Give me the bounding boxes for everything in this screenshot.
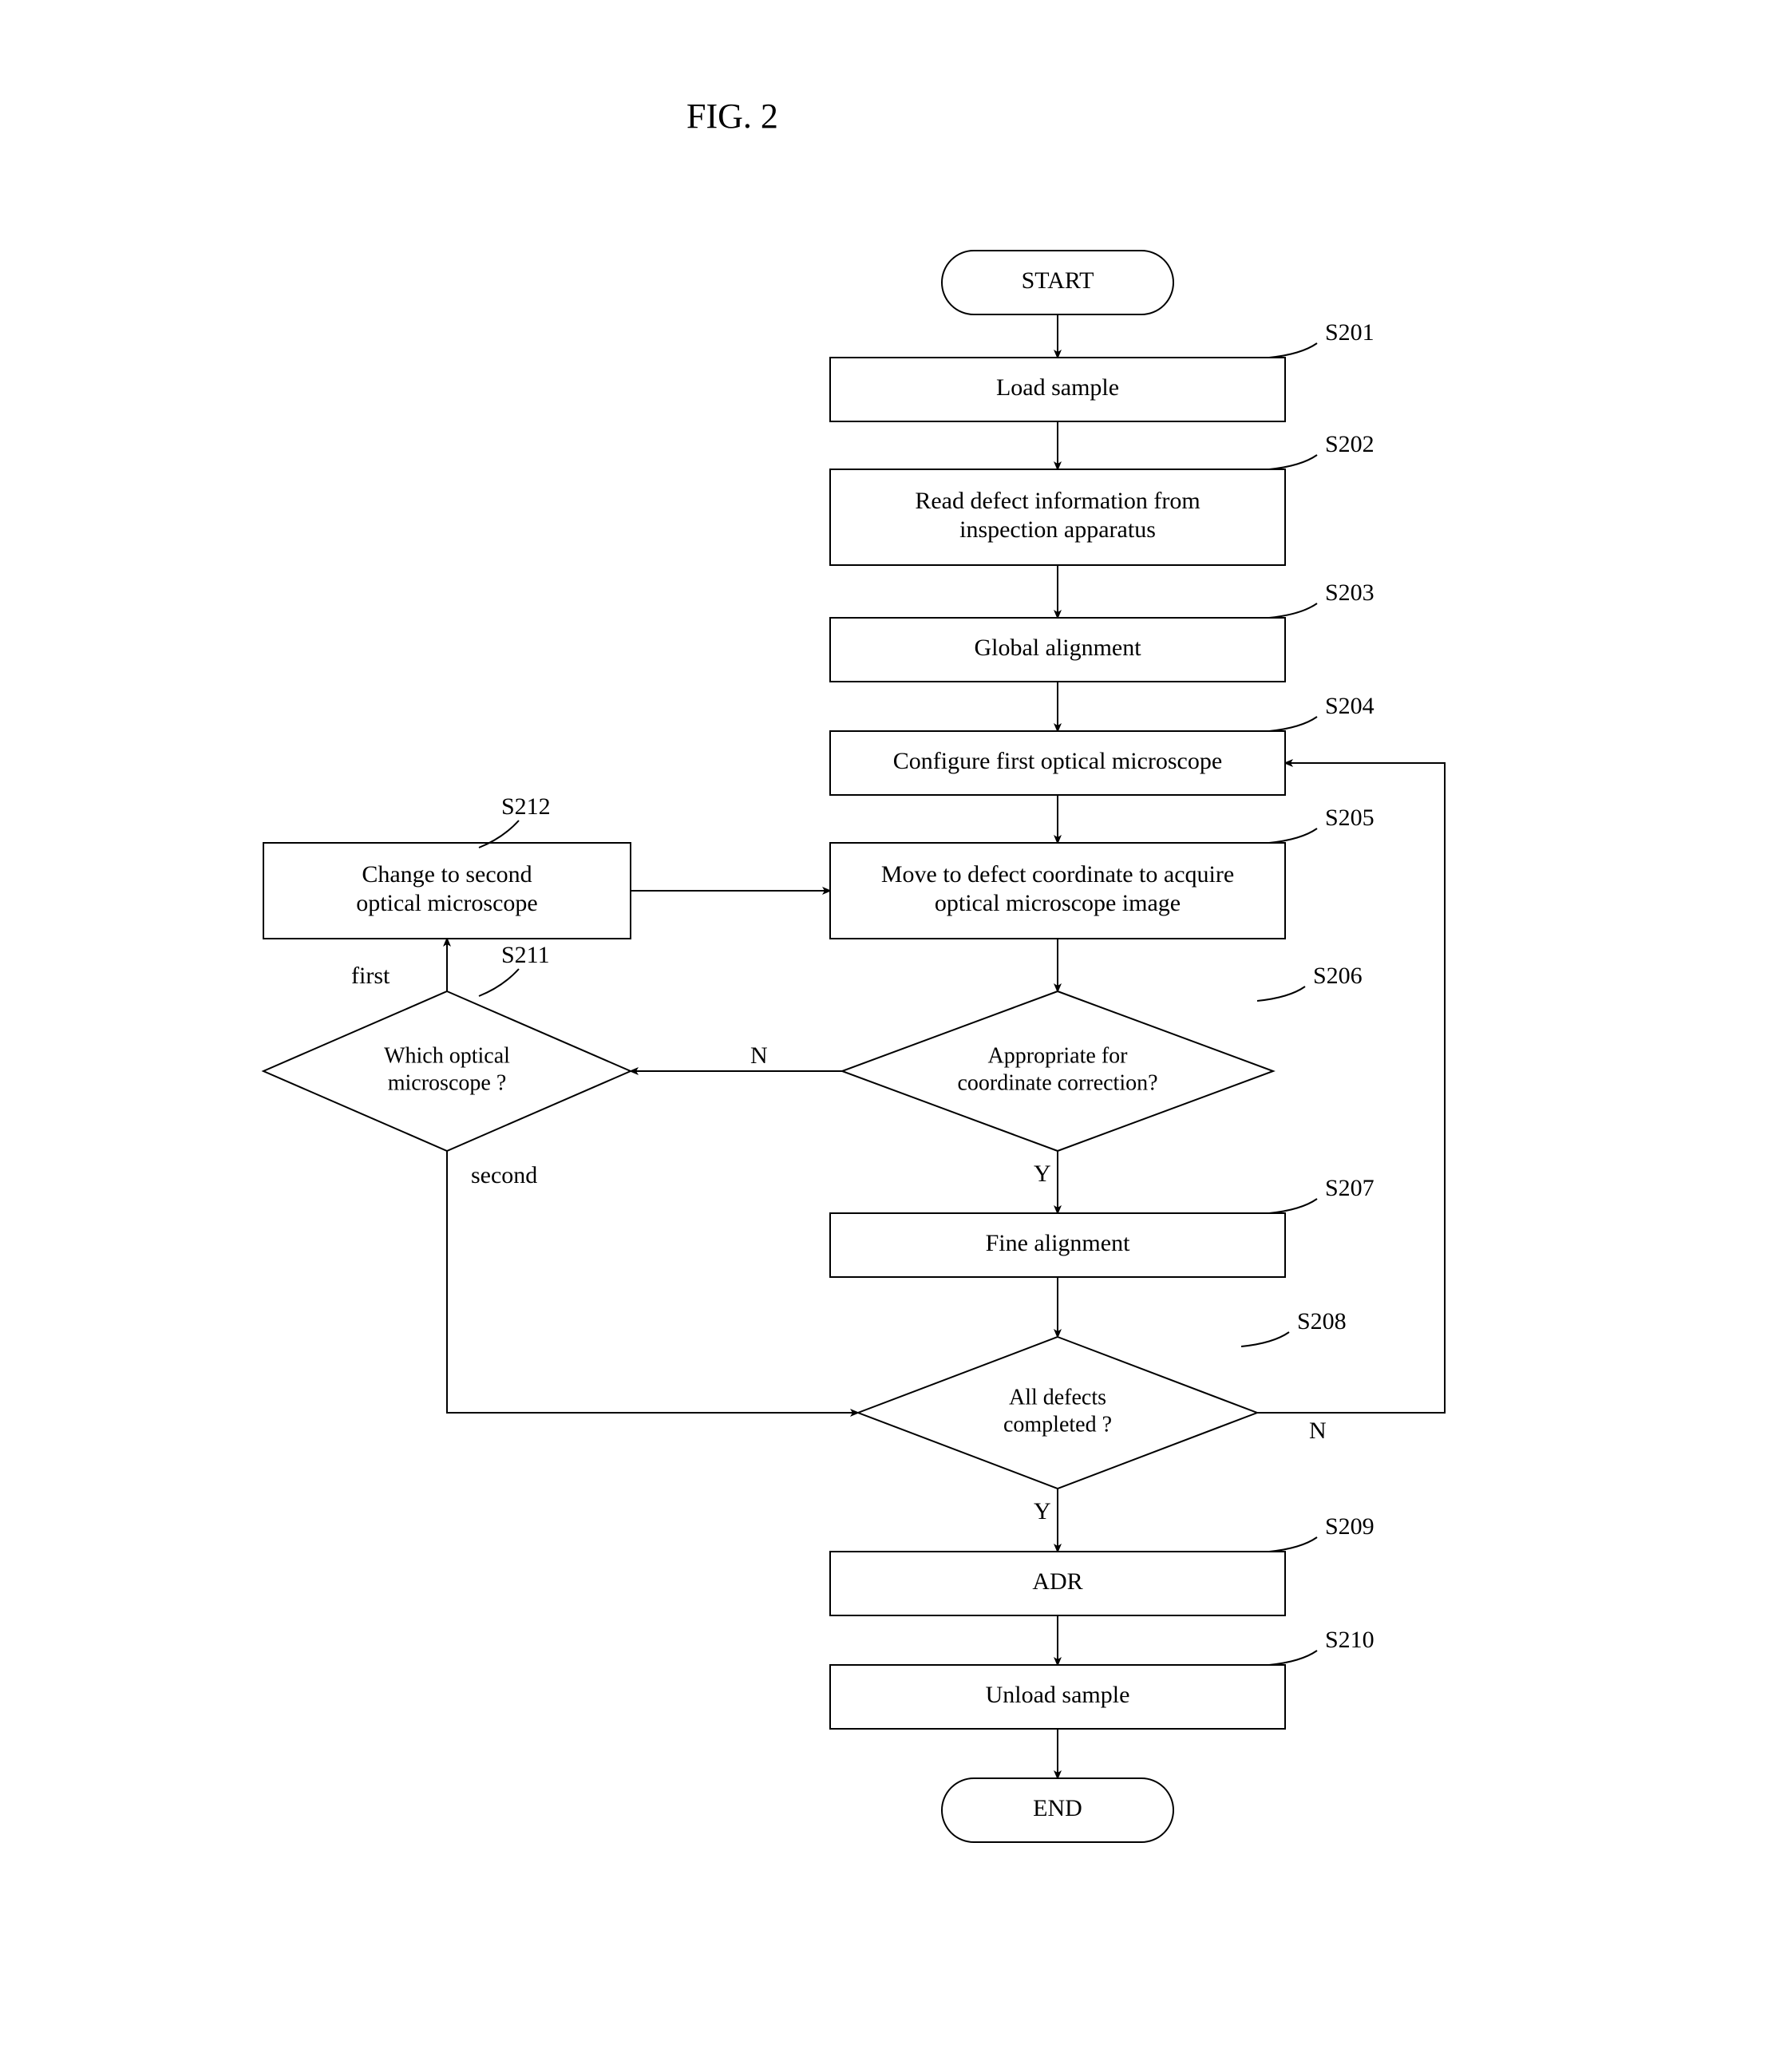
svg-text:Unload sample: Unload sample <box>986 1682 1130 1708</box>
svg-text:completed ?: completed ? <box>1003 1412 1112 1437</box>
node-s210: Unload sample S210 <box>830 1627 1375 1729</box>
svg-text:Global alignment: Global alignment <box>974 635 1141 661</box>
svg-text:S206: S206 <box>1313 963 1363 989</box>
svg-text:second: second <box>471 1162 537 1188</box>
svg-text:S202: S202 <box>1325 431 1375 457</box>
svg-text:Y: Y <box>1034 1161 1051 1187</box>
svg-text:S209: S209 <box>1325 1513 1375 1540</box>
svg-text:coordinate correction?: coordinate correction? <box>957 1070 1157 1095</box>
svg-text:S208: S208 <box>1297 1308 1347 1335</box>
svg-text:Fine alignment: Fine alignment <box>986 1230 1130 1256</box>
svg-text:S210: S210 <box>1325 1627 1375 1653</box>
svg-text:Configure first optical micros: Configure first optical microscope <box>893 748 1222 774</box>
node-s209: ADR S209 <box>830 1513 1375 1615</box>
svg-text:first: first <box>351 963 390 989</box>
svg-text:N: N <box>1309 1418 1327 1444</box>
edge-s206-s211: N <box>631 1042 842 1071</box>
node-s206: Appropriate forcoordinate correction? S20… <box>842 963 1363 1151</box>
svg-text:S203: S203 <box>1325 579 1375 606</box>
svg-text:S212: S212 <box>501 793 551 820</box>
node-s208: All defectscompleted ? S208 <box>858 1308 1347 1489</box>
edge-s208-s209: Y <box>1034 1489 1058 1552</box>
svg-text:optical microscope image: optical microscope image <box>935 890 1181 916</box>
svg-text:inspection apparatus: inspection apparatus <box>959 516 1156 543</box>
svg-text:Appropriate for: Appropriate for <box>988 1043 1129 1068</box>
svg-text:S211: S211 <box>501 942 550 968</box>
svg-text:S201: S201 <box>1325 319 1375 346</box>
node-s207: Fine alignment S207 <box>830 1175 1375 1277</box>
node-s212: Change to secondoptical microscope S212 <box>263 793 631 939</box>
svg-text:All defects: All defects <box>1009 1385 1106 1410</box>
svg-text:optical microscope: optical microscope <box>356 890 537 916</box>
node-s202: Read defect information frominspection a… <box>830 431 1375 565</box>
node-s201: Load sample S201 <box>830 319 1375 421</box>
edge-s206-s207: Y <box>1034 1151 1058 1213</box>
node-s203: Global alignment S203 <box>830 579 1375 682</box>
svg-text:END: END <box>1033 1795 1082 1821</box>
node-end: END <box>942 1778 1173 1842</box>
edge-s211-s208: second <box>447 1151 858 1413</box>
svg-text:Load sample: Load sample <box>996 374 1119 401</box>
figure-title: FIG. 2 <box>686 97 778 136</box>
svg-text:Read defect information from: Read defect information from <box>915 488 1200 514</box>
svg-text:S204: S204 <box>1325 693 1375 719</box>
svg-text:microscope ?: microscope ? <box>388 1070 507 1095</box>
node-s205: Move to defect coordinate to acquireopti… <box>830 805 1375 939</box>
edge-s211-s212: first <box>351 939 447 991</box>
svg-text:Which optical: Which optical <box>384 1043 510 1068</box>
svg-text:START: START <box>1022 267 1094 294</box>
node-start: START <box>942 251 1173 314</box>
svg-text:S207: S207 <box>1325 1175 1375 1201</box>
svg-text:ADR: ADR <box>1032 1568 1082 1595</box>
svg-text:Change to second: Change to second <box>362 861 532 888</box>
svg-text:S205: S205 <box>1325 805 1375 831</box>
nodes-layer: START Load sample S201 Read defect informat… <box>263 251 1375 1842</box>
node-s204: Configure first optical microscope S204 <box>830 693 1375 795</box>
flowchart-canvas: FIG. 2 Y Y Nfirst second N START Load sample S… <box>0 0 1776 2072</box>
svg-text:Y: Y <box>1034 1498 1051 1524</box>
svg-text:N: N <box>750 1042 768 1069</box>
svg-text:Move to defect coordinate to a: Move to defect coordinate to acquire <box>881 861 1234 888</box>
